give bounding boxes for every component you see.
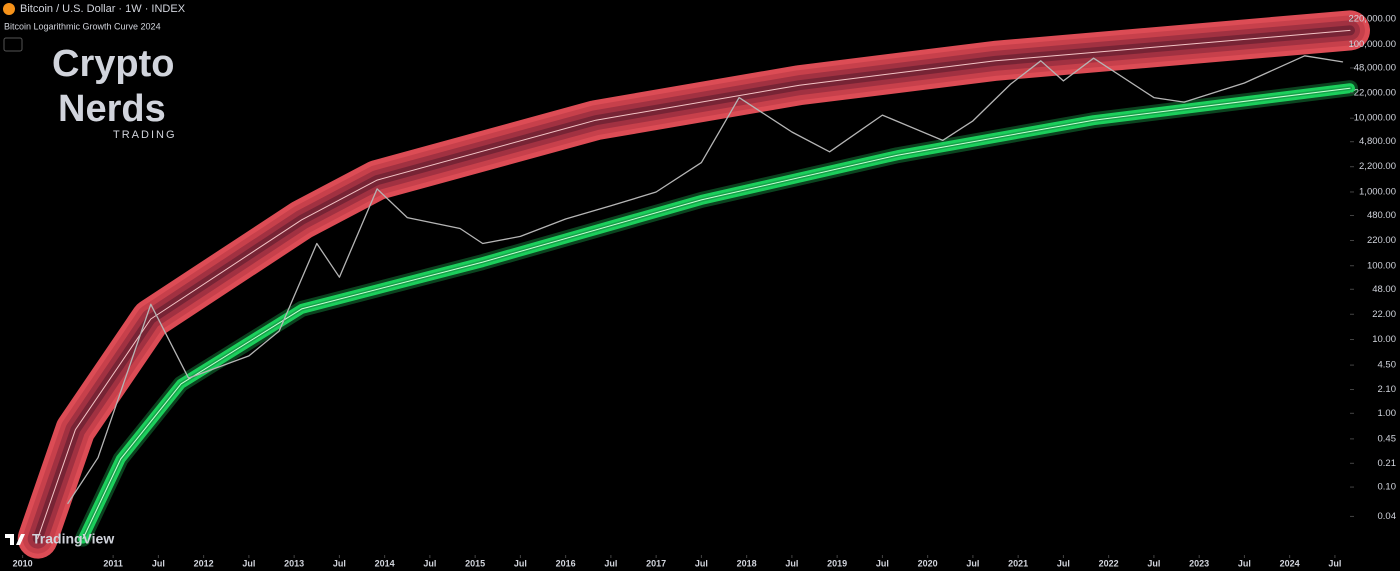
- x-tick-label: Jul: [242, 558, 255, 568]
- y-tick-label: 22.00: [1372, 309, 1396, 320]
- x-tick-label: Jul: [785, 558, 798, 568]
- y-tick-label: 220.00: [1367, 235, 1396, 246]
- y-tick-label: 0.10: [1378, 482, 1397, 493]
- logo-text: Crypto: [52, 43, 174, 85]
- x-tick-label: 2018: [737, 558, 757, 568]
- x-tick-label: Jul: [876, 558, 889, 568]
- x-tick-label: 2022: [1099, 558, 1119, 568]
- x-tick-label: Jul: [333, 558, 346, 568]
- y-tick-label: 22,000.00: [1354, 87, 1396, 98]
- y-tick-label: 4,800.00: [1359, 136, 1396, 147]
- x-tick-label: Jul: [966, 558, 979, 568]
- x-tick-label: 2016: [556, 558, 576, 568]
- x-tick-label: Jul: [423, 558, 436, 568]
- logo-subtext: TRADING: [113, 129, 177, 141]
- x-tick-label: Jul: [604, 558, 617, 568]
- x-tick-label: 2012: [194, 558, 214, 568]
- y-tick-label: 2.10: [1378, 384, 1397, 395]
- x-tick-label: 2015: [465, 558, 485, 568]
- price-line: [67, 55, 1344, 505]
- band-lower: [82, 87, 1351, 540]
- symbol-title: Bitcoin / U.S. Dollar · 1W · INDEX: [20, 3, 186, 15]
- indicator-title: Bitcoin Logarithmic Growth Curve 2024: [4, 21, 161, 31]
- x-tick-label: Jul: [1328, 558, 1341, 568]
- x-tick-label: 2014: [375, 558, 395, 568]
- y-tick-label: 48.00: [1372, 284, 1396, 295]
- y-tick-label: 100.00: [1367, 260, 1396, 271]
- y-tick-label: 220,000.00: [1348, 14, 1396, 25]
- bitcoin-icon: [3, 3, 15, 15]
- plot-area: [17, 10, 1370, 559]
- x-tick-label: 2023: [1189, 558, 1209, 568]
- band-upper: [37, 29, 1351, 540]
- x-tick-label: Jul: [152, 558, 165, 568]
- logo-text: Nerds: [58, 88, 166, 130]
- y-tick-label: 1,000.00: [1359, 186, 1396, 197]
- y-tick-label: 2,200.00: [1359, 161, 1396, 172]
- y-tick-label: 0.45: [1378, 433, 1397, 444]
- x-tick-label: Jul: [514, 558, 527, 568]
- y-tick-label: 10,000.00: [1354, 113, 1396, 124]
- y-tick-label: 0.21: [1378, 458, 1397, 469]
- x-tick-label: 2017: [646, 558, 666, 568]
- x-tick-label: Jul: [1238, 558, 1251, 568]
- x-tick-label: Jul: [1057, 558, 1070, 568]
- y-tick-label: 100,000.00: [1348, 39, 1396, 50]
- tradingview-icon: [5, 534, 25, 545]
- x-tick-label: 2010: [13, 558, 33, 568]
- x-tick-label: Jul: [1147, 558, 1160, 568]
- y-tick-label: 1.00: [1378, 408, 1397, 419]
- x-tick-label: 2024: [1280, 558, 1300, 568]
- y-tick-label: 4.50: [1378, 360, 1397, 371]
- y-tick-label: 480.00: [1367, 210, 1396, 221]
- collapse-button[interactable]: [3, 37, 23, 52]
- x-tick-label: 2021: [1008, 558, 1028, 568]
- watermark: TradingView: [32, 531, 114, 547]
- x-tick-label: Jul: [695, 558, 708, 568]
- x-tick-label: 2013: [284, 558, 304, 568]
- y-tick-label: 10.00: [1372, 334, 1396, 345]
- x-tick-label: 2011: [103, 558, 123, 568]
- y-tick-label: 48,000.00: [1354, 62, 1396, 73]
- x-tick-label: 2020: [918, 558, 938, 568]
- x-tick-label: 2019: [827, 558, 847, 568]
- y-tick-label: 0.04: [1378, 511, 1397, 522]
